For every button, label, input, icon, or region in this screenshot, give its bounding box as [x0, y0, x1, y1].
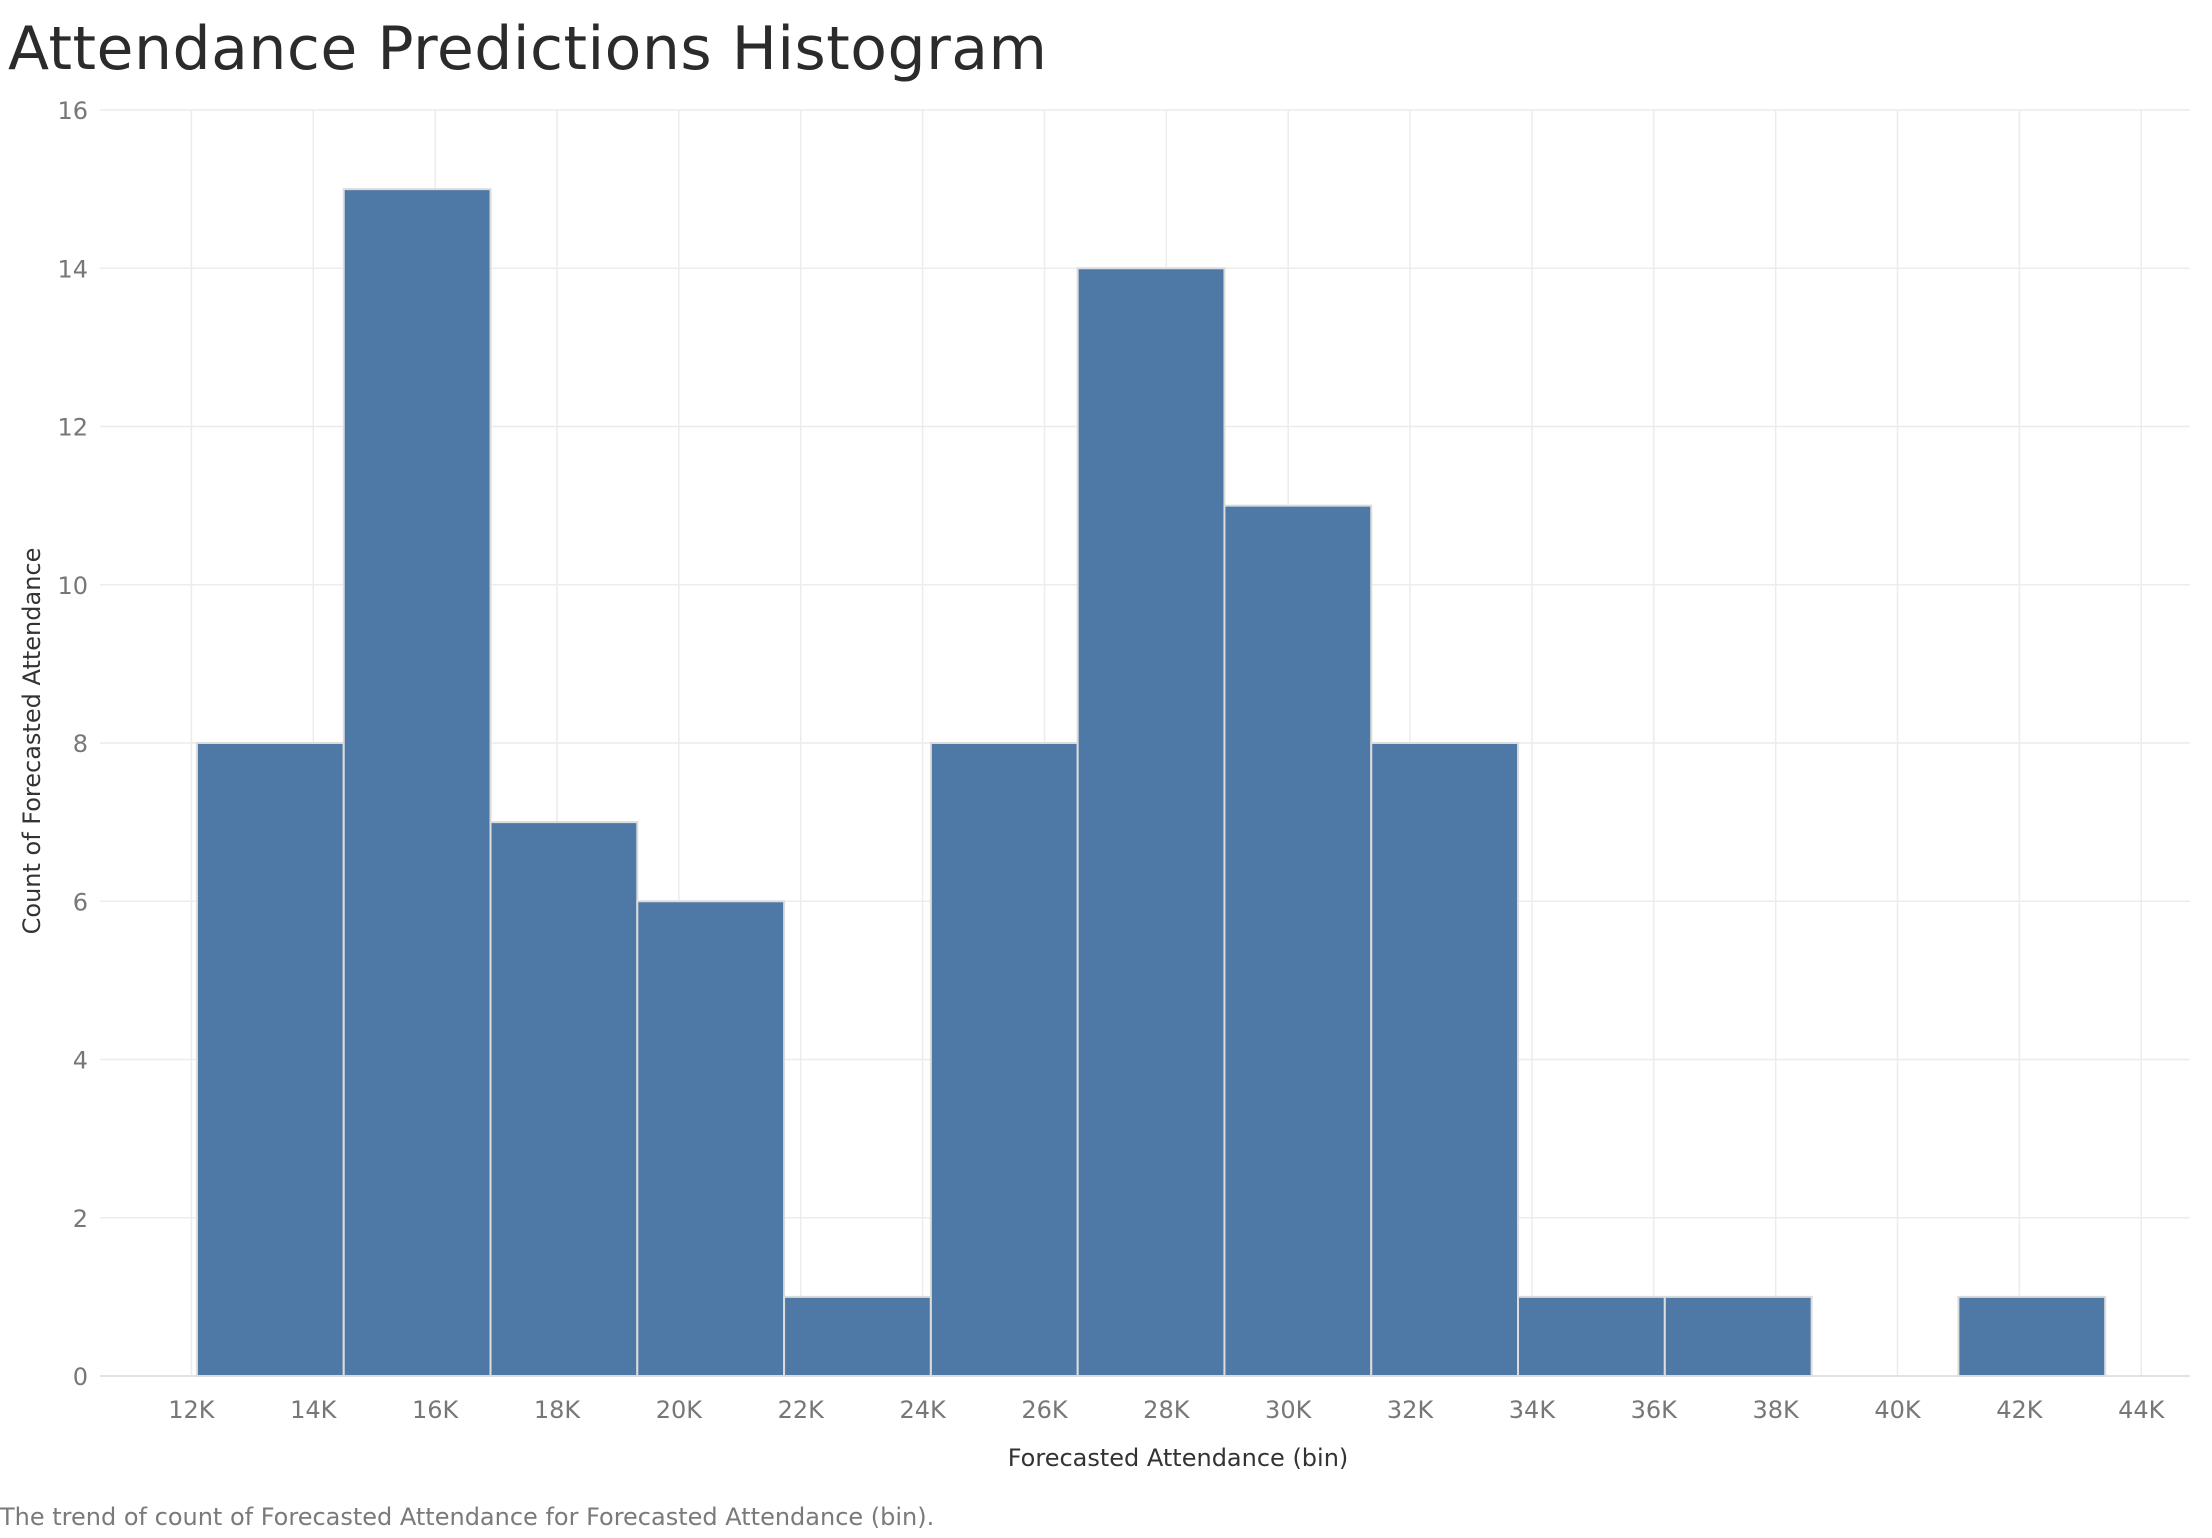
histogram-bar[interactable] [195, 742, 345, 1377]
y-tick-label: 0 [73, 1363, 88, 1391]
chart-caption: The trend of count of Forecasted Attenda… [0, 1503, 935, 1531]
y-tick-label: 4 [73, 1047, 88, 1075]
histogram-bar[interactable] [342, 188, 492, 1377]
histogram-bar[interactable] [1957, 1295, 2107, 1377]
x-tick-label: 24K [899, 1396, 947, 1424]
x-tick-label: 18K [534, 1396, 582, 1424]
x-tick-label: 16K [412, 1396, 460, 1424]
y-tick-label: 2 [73, 1205, 88, 1233]
x-tick-label: 32K [1387, 1396, 1435, 1424]
x-tick-label: 22K [778, 1396, 826, 1424]
x-tick-label: 12K [168, 1396, 216, 1424]
y-axis-title: Count of Forecasted Attendance [18, 548, 46, 935]
x-tick-label: 44K [2118, 1396, 2166, 1424]
y-tick-label: 6 [73, 888, 88, 916]
y-tick-label: 8 [73, 730, 88, 758]
x-tick-label: 36K [1631, 1396, 1679, 1424]
x-tick-label: 42K [1996, 1396, 2044, 1424]
x-tick-label: 30K [1265, 1396, 1313, 1424]
x-tick-label: 38K [1753, 1396, 1801, 1424]
histogram-bar[interactable] [1223, 504, 1373, 1377]
x-tick-label: 40K [1874, 1396, 1922, 1424]
bars-layer [195, 188, 2107, 1377]
y-tick-label: 12 [57, 414, 88, 442]
x-tick-label: 28K [1143, 1396, 1191, 1424]
x-tick-label: 26K [1021, 1396, 1069, 1424]
histogram-bar[interactable] [1076, 267, 1226, 1377]
chart-title: Attendance Predictions Histogram [8, 14, 1048, 84]
y-tick-label: 14 [57, 255, 88, 283]
histogram-bar[interactable] [636, 900, 786, 1377]
histogram-bar[interactable] [1663, 1295, 1813, 1377]
x-tick-label: 20K [656, 1396, 704, 1424]
y-tick-label: 10 [57, 572, 88, 600]
histogram-bar[interactable] [489, 821, 639, 1377]
axis-layer: 0 2 4 6 8 10 12 14 16 12K 14K 16K 18K 20K 22K 24K 26K 28K… [57, 97, 2190, 1424]
histogram-bar[interactable] [1370, 742, 1520, 1377]
y-tick-label: 16 [57, 97, 88, 125]
x-tick-label: 14K [290, 1396, 338, 1424]
x-tick-label: 34K [1509, 1396, 1557, 1424]
histogram-bar[interactable] [1517, 1295, 1666, 1377]
histogram-bar[interactable] [783, 1295, 932, 1377]
histogram-bar[interactable] [929, 742, 1079, 1377]
x-axis-title: Forecasted Attendance (bin) [1008, 1444, 1349, 1472]
